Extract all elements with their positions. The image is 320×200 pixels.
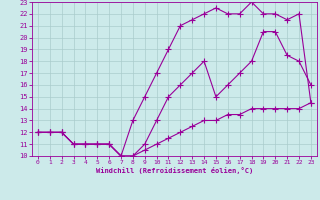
- X-axis label: Windchill (Refroidissement éolien,°C): Windchill (Refroidissement éolien,°C): [96, 167, 253, 174]
